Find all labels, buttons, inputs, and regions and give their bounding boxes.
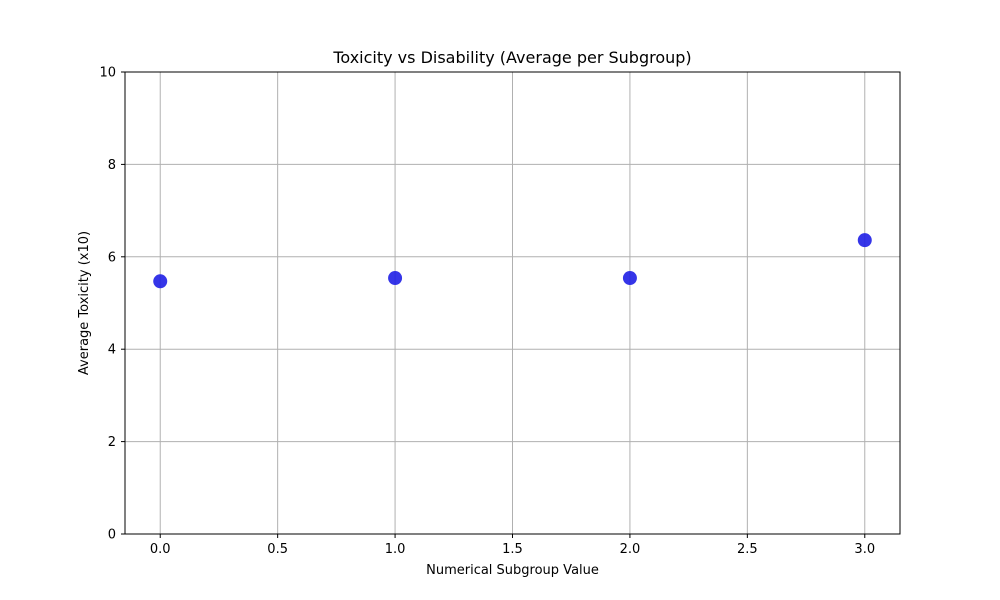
y-tick-label: 6 bbox=[108, 250, 116, 265]
data-points bbox=[153, 233, 872, 289]
y-tick-label: 0 bbox=[108, 528, 116, 543]
x-tick-label: 2.5 bbox=[737, 542, 758, 557]
axis-ticks: 0.0 0.5 1.0 1.5 2.0 2.5 3.0 0 2 4 6 8 10 bbox=[99, 66, 875, 558]
y-tick-label: 8 bbox=[108, 158, 116, 173]
x-tick-label: 0.5 bbox=[267, 542, 288, 557]
data-point bbox=[622, 271, 637, 286]
y-tick-label: 10 bbox=[99, 66, 116, 81]
data-point bbox=[153, 274, 168, 289]
x-tick-label: 3.0 bbox=[854, 542, 875, 557]
y-tick-label: 2 bbox=[108, 435, 116, 450]
data-point bbox=[388, 271, 403, 286]
chart-title: Toxicity vs Disability (Average per Subg… bbox=[332, 48, 691, 67]
y-tick-label: 4 bbox=[108, 343, 116, 358]
data-point bbox=[857, 233, 872, 248]
y-axis-label: Average Toxicity (x10) bbox=[77, 231, 92, 375]
x-axis-label: Numerical Subgroup Value bbox=[426, 563, 599, 578]
x-tick-label: 2.0 bbox=[620, 542, 641, 557]
x-tick-label: 1.0 bbox=[385, 542, 406, 557]
x-tick-label: 1.5 bbox=[502, 542, 523, 557]
x-tick-label: 0.0 bbox=[150, 542, 171, 557]
